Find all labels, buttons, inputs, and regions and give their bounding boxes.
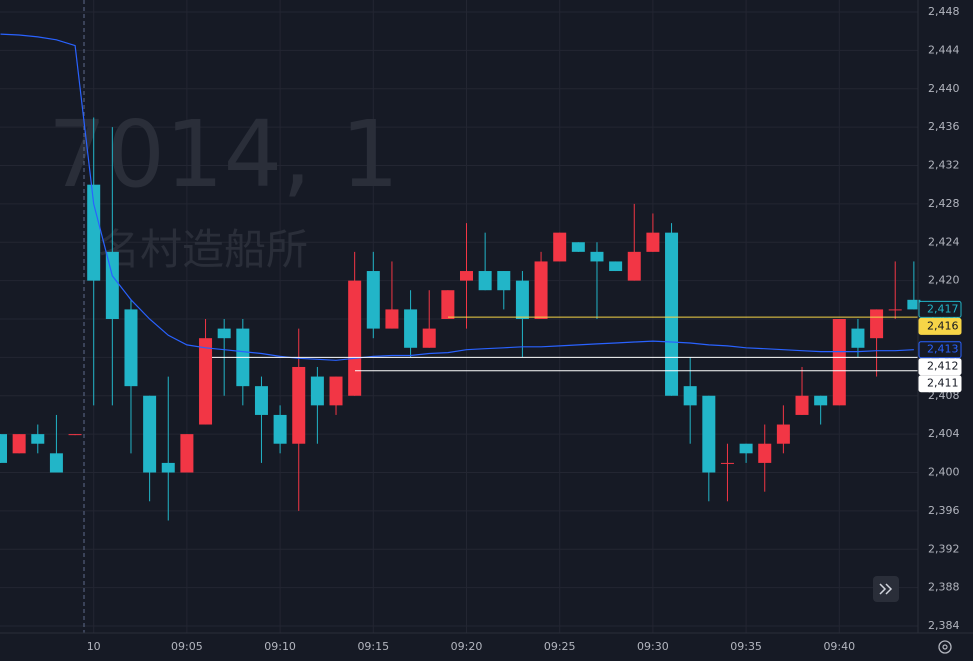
price-label-box — [918, 358, 962, 376]
candle-body — [758, 443, 772, 463]
candle-body — [404, 309, 418, 348]
candle-body — [720, 462, 734, 464]
price-label-box — [918, 341, 962, 359]
y-tick-label: 2,448 — [928, 5, 960, 18]
candle-body — [87, 184, 101, 281]
candle-body — [124, 309, 138, 387]
candle-body — [683, 386, 697, 406]
candle-body — [665, 232, 679, 396]
axis: 2,3842,3882,3922,3962,4002,4042,4082,412… — [87, 5, 962, 653]
price-label: 2,413 — [927, 343, 959, 356]
candle-body — [814, 395, 828, 406]
candle-body — [609, 261, 623, 272]
y-tick-label: 2,392 — [928, 542, 960, 555]
candle-body — [627, 251, 641, 281]
candle-body — [460, 271, 473, 281]
price-label: 2,411 — [927, 377, 959, 390]
watermark-name: 名村造船所 — [98, 225, 308, 274]
x-tick-label: 09:35 — [730, 640, 762, 653]
candle-body — [0, 434, 7, 463]
candle-body — [180, 434, 194, 473]
x-tick-label: 09:10 — [264, 640, 296, 653]
y-tick-label: 2,424 — [928, 235, 960, 248]
y-tick-label: 2,396 — [928, 504, 960, 517]
price-label: 2,416 — [927, 319, 959, 332]
candle-body — [68, 434, 82, 436]
price-label-box — [918, 300, 962, 318]
candle-body — [348, 280, 362, 396]
candle-body — [49, 453, 63, 473]
x-tick-label: 10 — [87, 640, 101, 653]
plot — [0, 33, 921, 521]
candle-body — [907, 299, 921, 310]
candle-body — [478, 271, 492, 291]
candle-body — [515, 280, 529, 319]
y-tick-label: 2,436 — [928, 120, 960, 133]
y-tick-label: 2,432 — [928, 159, 960, 172]
x-tick-label: 09:20 — [451, 640, 483, 653]
candle-body — [739, 443, 753, 454]
candle-body — [273, 414, 287, 444]
candle-body — [385, 309, 399, 329]
y-tick-label: 2,384 — [928, 619, 960, 632]
candle-body — [366, 271, 380, 329]
candle-body — [795, 395, 809, 415]
candle-body — [534, 261, 548, 319]
candle-body — [832, 319, 846, 406]
x-tick-label: 09:15 — [357, 640, 389, 653]
y-tick-label: 2,440 — [928, 82, 960, 95]
price-label: 2,412 — [927, 360, 959, 373]
y-tick-label: 2,444 — [928, 43, 960, 56]
candle-body — [702, 395, 716, 473]
candle-body — [776, 424, 790, 444]
price-label-box — [918, 317, 962, 335]
scroll-button[interactable] — [873, 576, 899, 602]
y-tick-label: 2,400 — [928, 466, 960, 479]
candle-body — [310, 376, 324, 406]
y-tick-label: 2,388 — [928, 581, 960, 594]
candle-body — [441, 290, 455, 319]
y-tick-label: 2,428 — [928, 197, 960, 210]
candle-body — [888, 309, 902, 311]
candle-body — [870, 309, 884, 339]
candle-body — [553, 232, 567, 262]
x-tick-label: 09:40 — [823, 640, 855, 653]
candle-body — [199, 338, 213, 425]
candle-body — [646, 232, 660, 252]
price-label-box — [918, 375, 962, 393]
candle-body — [329, 376, 343, 406]
candle-body — [497, 271, 511, 291]
candle-body — [105, 251, 119, 319]
candle-body — [31, 434, 45, 444]
candle-body — [571, 242, 585, 252]
candle-body — [161, 462, 175, 473]
settings-button[interactable] — [938, 640, 952, 654]
y-tick-label: 2,404 — [928, 427, 960, 440]
x-tick-label: 09:05 — [171, 640, 203, 653]
candle-body — [851, 328, 865, 348]
candle-body — [143, 395, 157, 473]
x-tick-label: 09:30 — [637, 640, 669, 653]
y-tick-label: 2,420 — [928, 274, 960, 287]
candle-body — [590, 251, 604, 262]
candle-body — [422, 328, 436, 348]
watermark-symbol: 7014, 1 — [48, 101, 399, 208]
candle-body — [254, 386, 268, 415]
candle-body — [12, 434, 26, 454]
price-label: 2,417 — [927, 302, 959, 315]
x-tick-label: 09:25 — [544, 640, 576, 653]
candle-body — [217, 328, 231, 339]
ma-line — [0, 33, 914, 361]
candle-body — [292, 366, 306, 444]
